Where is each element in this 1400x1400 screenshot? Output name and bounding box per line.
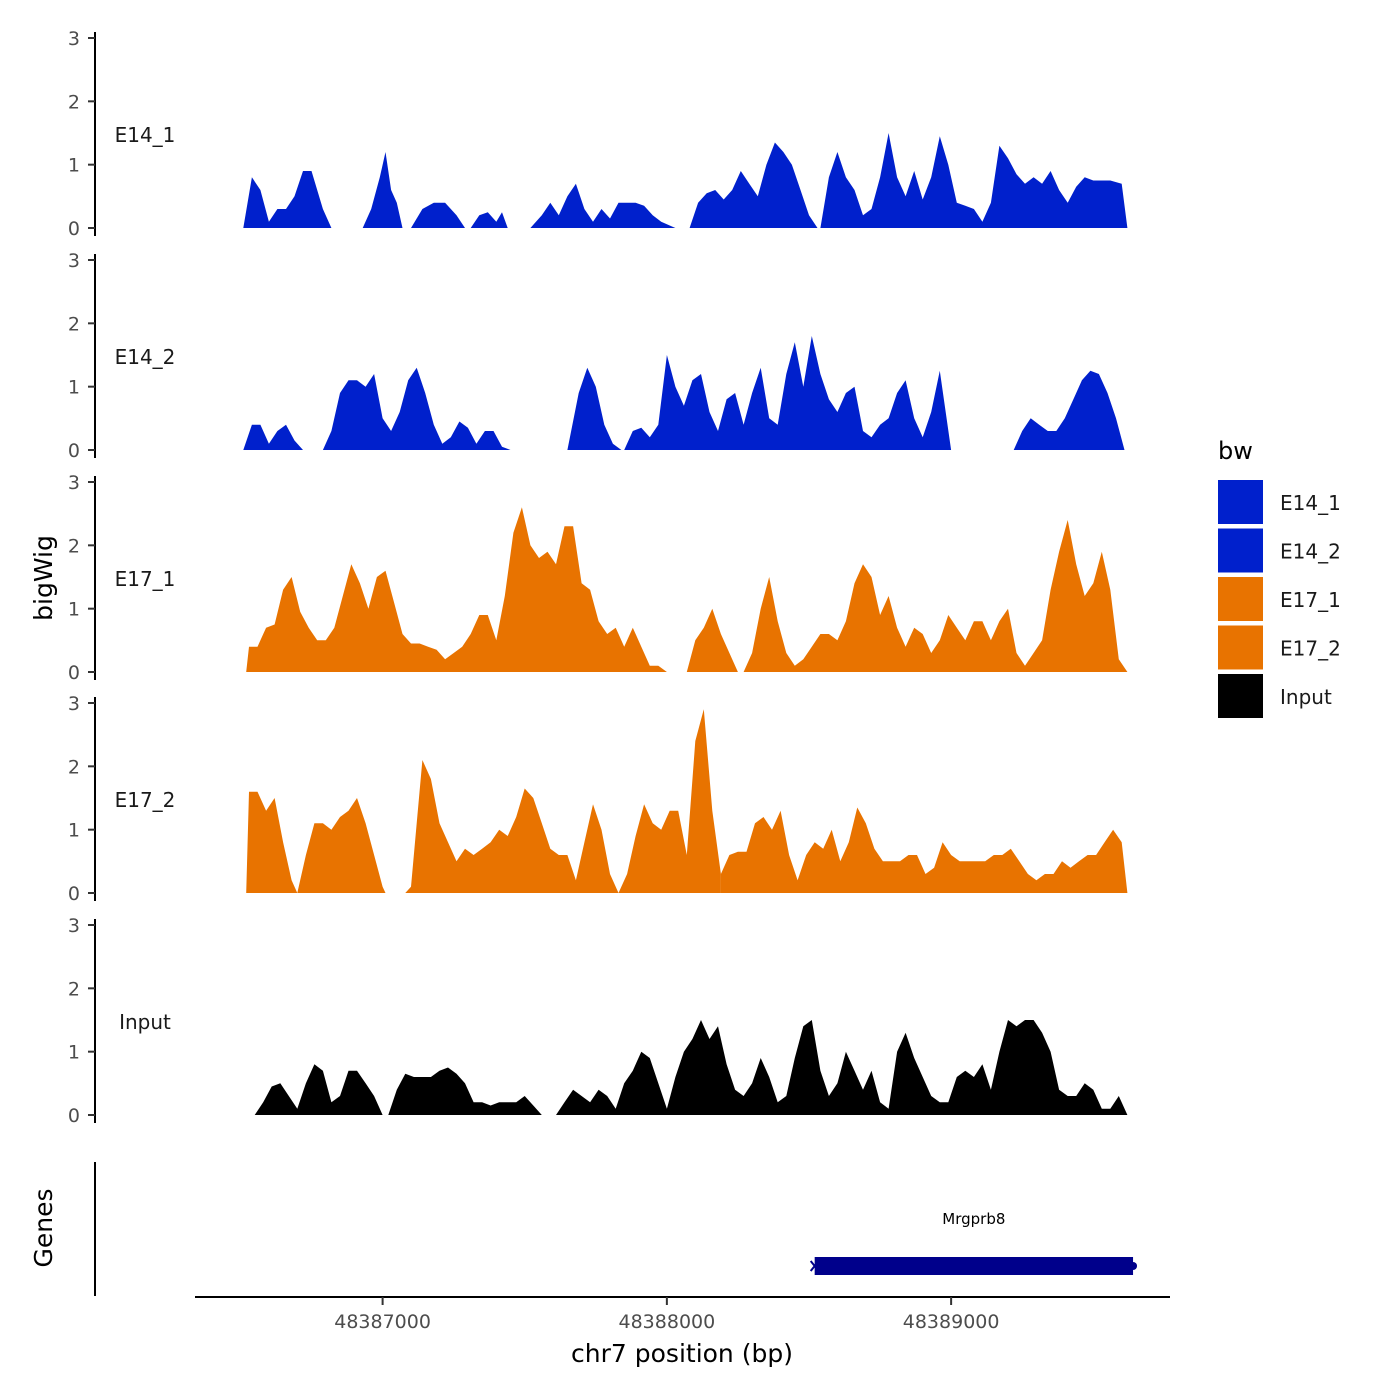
area-segment-E14_1 xyxy=(820,133,1128,228)
y-tick-label: 3 xyxy=(68,472,80,494)
area-segment-E17_1 xyxy=(246,507,667,672)
area-segment-E14_1 xyxy=(470,212,508,228)
x-axis-ticks: 48387000 48388000 48389000 xyxy=(334,1297,999,1333)
x-tick-label: 48388000 xyxy=(619,1311,716,1333)
track-Input: 0 1 2 3 Input xyxy=(68,915,1128,1127)
gene-end-marker xyxy=(1129,1262,1138,1270)
area-segment-E17_2 xyxy=(246,791,386,893)
y-tick-label: 2 xyxy=(68,535,80,557)
gene-label: Mrgprb8 xyxy=(942,1210,1005,1228)
area-segment-E14_2 xyxy=(567,367,622,450)
legend-swatch-E17_2 xyxy=(1218,625,1263,670)
legend-label-Input: Input xyxy=(1280,685,1332,709)
y-tick-label: 3 xyxy=(68,915,80,937)
area-segment-E14_1 xyxy=(411,202,465,228)
genes-axis-title: Genes xyxy=(29,1188,58,1267)
area-segment-E17_2 xyxy=(405,709,721,893)
area-segment-E14_2 xyxy=(243,424,303,450)
area-segment-E14_2 xyxy=(1013,370,1125,450)
legend-label-E17_2: E17_2 xyxy=(1280,637,1341,661)
legend-label-E14_2: E14_2 xyxy=(1280,540,1341,564)
y-tick-label: 3 xyxy=(68,693,80,715)
gene-start-marker xyxy=(809,1260,820,1272)
area-segment-E14_1 xyxy=(243,171,332,228)
track-E14_2: 0 1 2 3 E14_2 xyxy=(68,250,1125,462)
legend-label-E14_1: E14_1 xyxy=(1280,491,1341,515)
track-label: Input xyxy=(119,1010,171,1034)
area-segment-E14_2 xyxy=(322,367,511,450)
area-segment-E17_2 xyxy=(720,807,1128,893)
track-E14_1: 0 1 2 3 E14_1 xyxy=(68,28,1128,240)
y-tick-label: 2 xyxy=(68,313,80,335)
y-tick-label: 1 xyxy=(68,155,80,177)
track-panels: 0 1 2 3 E14_1 0 1 2 3 E14_2 0 1 2 3 E17_1 0 1 2 3 E17_2 0 1 2 3… xyxy=(68,28,1128,1127)
area-segment-E14_1 xyxy=(530,183,676,228)
track-label: E14_2 xyxy=(115,345,176,369)
y-tick-label: 0 xyxy=(68,218,80,240)
area-segment-Input xyxy=(254,1064,383,1115)
area-segment-E14_2 xyxy=(624,336,952,450)
y-tick-label: 0 xyxy=(68,662,80,684)
y-tick-label: 1 xyxy=(68,599,80,621)
track-E17_2: 0 1 2 3 E17_2 xyxy=(68,693,1128,905)
legend-title: bw xyxy=(1218,437,1253,465)
y-tick-label: 1 xyxy=(68,820,80,842)
x-tick-label: 48389000 xyxy=(903,1311,1000,1333)
track-E17_1: 0 1 2 3 E17_1 xyxy=(68,472,1128,684)
legend-swatch-E14_1 xyxy=(1218,480,1263,524)
track-label: E14_1 xyxy=(115,123,176,147)
y-tick-label: 0 xyxy=(68,883,80,905)
gene-body xyxy=(814,1257,1134,1275)
y-tick-label: 3 xyxy=(68,250,80,272)
legend-label-E17_1: E17_1 xyxy=(1280,588,1341,612)
area-segment-E17_1 xyxy=(686,608,738,672)
track-label: E17_1 xyxy=(115,567,176,591)
area-segment-E14_1 xyxy=(362,152,403,228)
y-axis-title: bigWig xyxy=(29,535,58,621)
track-label: E17_2 xyxy=(115,788,176,812)
y-tick-label: 1 xyxy=(68,377,80,399)
y-tick-label: 2 xyxy=(68,91,80,113)
y-tick-label: 2 xyxy=(68,756,80,778)
legend-swatch-Input xyxy=(1218,674,1263,718)
x-tick-label: 48387000 xyxy=(334,1311,431,1333)
x-axis-title: chr7 position (bp) xyxy=(571,1339,793,1368)
legend-swatch-E17_1 xyxy=(1218,577,1263,621)
legend: bw E14_1 E14_2 E17_1 E17_2 Input xyxy=(1218,437,1341,718)
area-segment-Input xyxy=(556,1020,1128,1115)
legend-items: E14_1 E14_2 E17_1 E17_2 Input xyxy=(1218,480,1341,718)
gene-track: Mrgprb8 xyxy=(809,1210,1138,1275)
y-tick-label: 1 xyxy=(68,1042,80,1064)
y-tick-label: 3 xyxy=(68,28,80,50)
y-tick-label: 2 xyxy=(68,978,80,1000)
legend-swatch-E14_2 xyxy=(1218,528,1263,573)
y-tick-label: 0 xyxy=(68,440,80,462)
area-segment-E17_1 xyxy=(743,520,1128,672)
area-segment-Input xyxy=(388,1067,542,1115)
y-tick-label: 0 xyxy=(68,1105,80,1127)
area-segment-E14_1 xyxy=(689,142,818,228)
